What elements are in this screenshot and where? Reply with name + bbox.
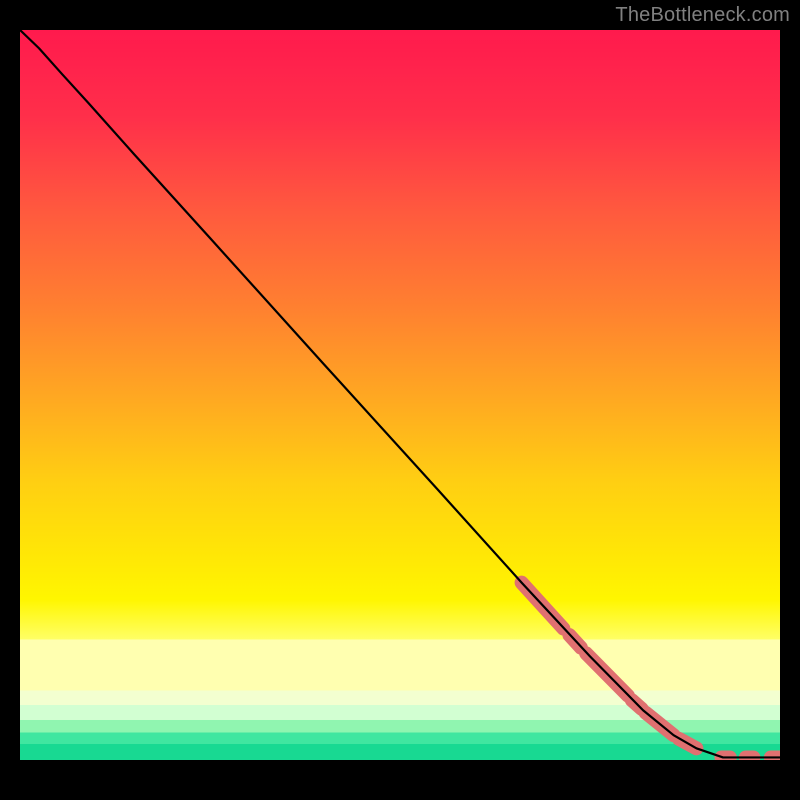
watermark-text: TheBottleneck.com xyxy=(615,4,790,27)
chart-background xyxy=(20,30,780,760)
bottleneck-curve-chart xyxy=(20,30,780,760)
chart-container xyxy=(20,30,780,760)
